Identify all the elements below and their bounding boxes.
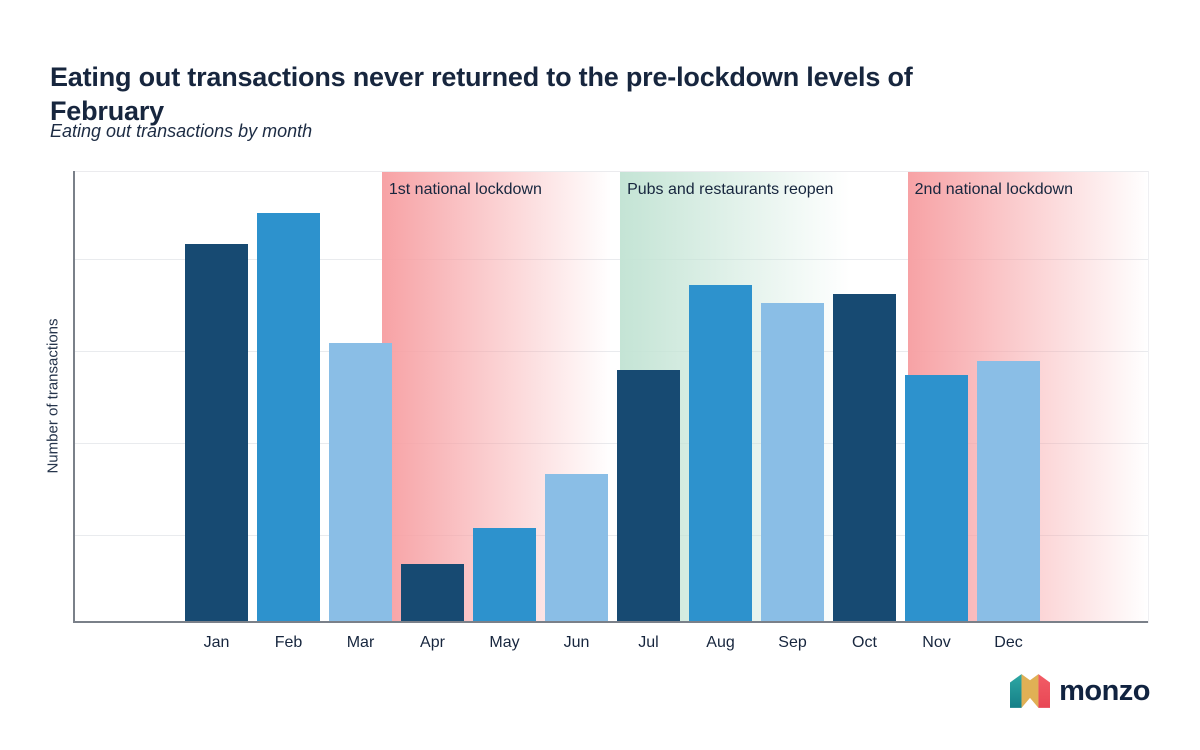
bar-oct [833,293,896,623]
bar-jul [617,370,680,623]
x-tick-label: Apr [420,634,445,651]
gridline [75,534,1148,536]
x-tick-label: Aug [706,634,735,651]
gridline [75,442,1148,444]
x-tick-label: Mar [346,634,375,651]
annotation-label: 1st national lockdown [388,181,542,198]
x-tick-label: Jun [563,634,590,651]
x-tick-label: Feb [274,634,303,651]
gridline [75,350,1148,352]
chart-subtitle: Eating out transactions by month [50,121,313,141]
annotation-label: 2nd national lockdown [914,181,1073,198]
y-axis-line [73,171,75,623]
bar-jun [545,474,608,623]
bar-may [473,528,536,623]
bar-jan [185,244,248,623]
chart-title: Eating out transactions never returned t… [50,62,913,127]
bar-mar [329,343,392,623]
x-tick-label: Dec [994,634,1023,651]
x-tick-label: Jul [638,634,659,651]
gridline [75,258,1148,260]
bar-sep [761,302,824,623]
bar-aug [689,284,752,623]
annotation-label: Pubs and restaurants reopen [627,181,834,198]
bar-nov [905,374,968,623]
bar-feb [257,212,320,623]
x-axis-tick-labels: Jan Feb Mar Apr May Jun Jul Aug Sep Oct Nov Dec [75,634,1148,656]
x-tick-label: May [489,634,520,651]
bar-dec [977,361,1040,623]
x-tick-label: Jan [203,634,230,651]
x-tick-label: Sep [778,634,807,651]
monzo-logo: monzo [1010,674,1150,708]
monzo-logo-icon [1010,674,1051,708]
monzo-logo-text: monzo [1059,675,1150,707]
y-axis-label: Number of transactions [44,318,62,474]
x-tick-label: Nov [922,634,951,651]
plot-area: 1st national lockdown Pubs and restaurant… [75,171,1149,623]
bar-apr [401,564,464,623]
x-tick-label: Oct [852,634,877,651]
x-axis-line [73,621,1148,623]
